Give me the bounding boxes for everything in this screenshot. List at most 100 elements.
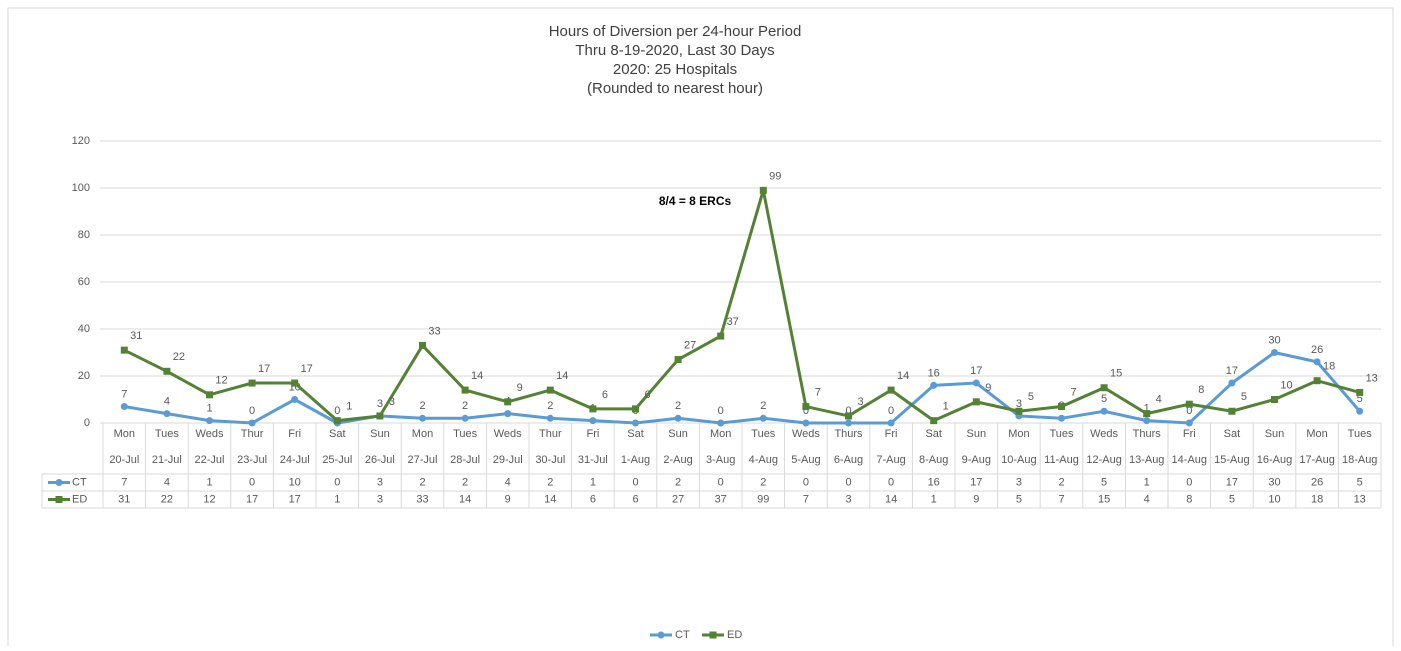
table-cell: 0 <box>845 476 851 488</box>
data-label: 2 <box>675 400 681 412</box>
data-label: 3 <box>377 398 383 410</box>
data-label: 0 <box>249 405 255 417</box>
x-tick-label: 12-Aug <box>1086 454 1121 466</box>
x-tick-label: Tues <box>1049 428 1074 440</box>
table-cell: 22 <box>161 493 173 505</box>
data-label: 9 <box>985 382 991 394</box>
x-tick-label: 3-Aug <box>706 454 735 466</box>
data-label: 7 <box>1070 386 1076 398</box>
x-tick-label: 31-Jul <box>578 454 608 466</box>
data-label: 99 <box>769 170 781 182</box>
x-tick-label: Mon <box>412 428 433 440</box>
table-cell: 17 <box>289 493 301 505</box>
table-cell: 0 <box>803 476 809 488</box>
data-point <box>845 412 852 420</box>
data-point <box>632 419 639 427</box>
data-label: 3 <box>1016 398 1022 410</box>
data-point <box>206 391 213 399</box>
data-point <box>802 403 810 411</box>
x-tick-label: 30-Jul <box>535 454 565 466</box>
x-tick-label: Sat <box>925 428 942 440</box>
data-label: 2 <box>419 400 425 412</box>
x-tick-label: 23-Jul <box>237 454 267 466</box>
x-tick-label: 10-Aug <box>1001 454 1036 466</box>
x-tick-label: 29-Jul <box>493 454 523 466</box>
x-tick-label: Fri <box>1183 428 1196 440</box>
chart-title: Hours of Diversion per 24-hour Period <box>549 23 802 40</box>
data-point <box>717 332 725 340</box>
data-point <box>461 414 469 422</box>
data-label: 0 <box>718 405 724 417</box>
x-tick-label: 7-Aug <box>876 454 905 466</box>
data-label: 2 <box>760 400 766 412</box>
x-tick-label: 15-Aug <box>1214 454 1249 466</box>
x-tick-label: 18-Aug <box>1342 454 1377 466</box>
data-point <box>1058 414 1065 422</box>
y-tick-label: 20 <box>78 370 90 382</box>
table-cell: 31 <box>118 493 130 505</box>
y-tick-label: 0 <box>84 417 90 429</box>
data-point <box>504 410 512 418</box>
table-cell: 17 <box>970 476 982 488</box>
table-cell: 1 <box>590 476 596 488</box>
table-cell: 2 <box>462 476 468 488</box>
series-line <box>123 189 1361 423</box>
x-tick-label: Sun <box>967 428 987 440</box>
x-tick-label: Sat <box>329 428 346 440</box>
table-cell: 7 <box>121 476 127 488</box>
table-cell: 37 <box>715 493 727 505</box>
table-cell: 0 <box>888 476 894 488</box>
x-tick-label: Sun <box>370 428 390 440</box>
data-point <box>802 419 810 427</box>
data-label: 33 <box>428 325 440 337</box>
x-tick-label: 26-Jul <box>365 454 395 466</box>
data-label: 5 <box>1357 393 1363 405</box>
data-point <box>1356 388 1364 396</box>
data-point <box>1228 407 1236 415</box>
data-point <box>1185 419 1193 427</box>
data-label: 22 <box>173 351 185 363</box>
chart-frame <box>7 7 1394 651</box>
x-tick-label: Sat <box>627 428 644 440</box>
table-cell: 6 <box>632 493 638 505</box>
data-label: 30 <box>1268 334 1280 346</box>
data-point <box>930 417 938 425</box>
table-cell: 12 <box>203 493 215 505</box>
data-label: 8 <box>1198 384 1204 396</box>
data-point <box>55 496 63 503</box>
table-cell: 17 <box>1226 476 1238 488</box>
data-label: 9 <box>517 382 523 394</box>
data-point <box>759 414 767 422</box>
x-tick-label: Weds <box>792 428 820 440</box>
table-cell: 26 <box>1311 476 1323 488</box>
data-label: 14 <box>897 370 909 382</box>
table-cell: 7 <box>1058 493 1064 505</box>
table-cell: 16 <box>928 476 940 488</box>
table-cell: 10 <box>289 476 301 488</box>
table-row-label: CT <box>72 476 87 488</box>
table-cell: 4 <box>164 476 170 488</box>
table-cell: 2 <box>1058 476 1064 488</box>
x-tick-label: Tues <box>155 428 180 440</box>
x-tick-label: 28-Jul <box>450 454 480 466</box>
data-label: 5 <box>1101 393 1107 405</box>
table-cell: 17 <box>246 493 258 505</box>
data-label: 0 <box>1186 405 1192 417</box>
data-point <box>845 419 852 427</box>
data-point <box>419 414 426 422</box>
data-point <box>546 386 554 394</box>
table-cell: 9 <box>973 493 979 505</box>
data-label: 26 <box>1311 344 1323 356</box>
table-cell: 9 <box>505 493 511 505</box>
table-cell: 3 <box>845 493 851 505</box>
table-cell: 15 <box>1098 493 1110 505</box>
x-tick-label: Sun <box>1265 428 1285 440</box>
table-cell: 0 <box>1186 476 1192 488</box>
x-tick-label: Tues <box>453 428 478 440</box>
data-label: 10 <box>1280 379 1292 391</box>
x-tick-label: 24-Jul <box>280 454 310 466</box>
x-tick-label: 2-Aug <box>663 454 692 466</box>
x-tick-label: 4-Aug <box>749 454 778 466</box>
data-point <box>1228 379 1236 387</box>
data-label: 3 <box>857 396 863 408</box>
